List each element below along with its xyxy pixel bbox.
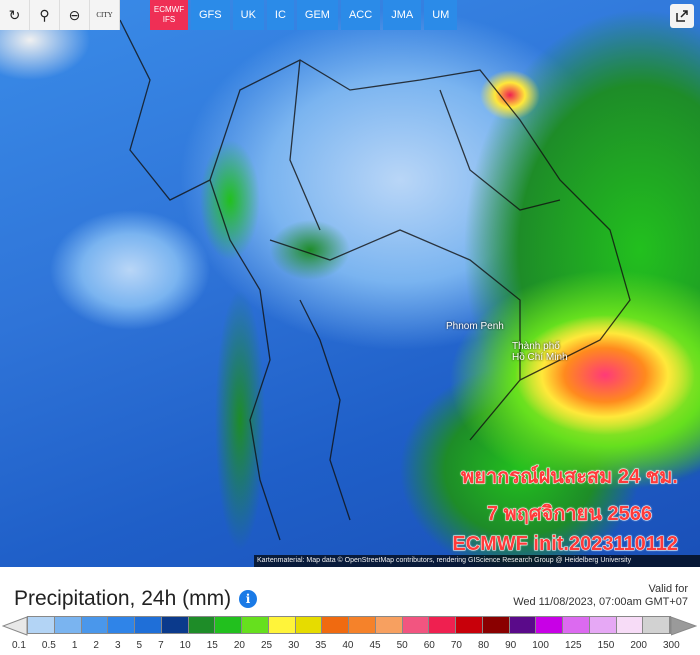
legend-tick: 200 bbox=[630, 640, 647, 651]
model-tab-jma[interactable]: JMA bbox=[383, 0, 422, 30]
legend-tick: 1 bbox=[71, 640, 78, 651]
legend-swatch bbox=[188, 617, 216, 633]
legend-swatch bbox=[589, 617, 617, 633]
legend-tick: 150 bbox=[597, 640, 615, 651]
legend-swatch bbox=[81, 617, 109, 633]
legend-tick: 70 bbox=[450, 640, 462, 651]
legend-tick: 125 bbox=[564, 640, 582, 651]
legend-swatch bbox=[295, 617, 323, 633]
legend-tick: 10 bbox=[179, 640, 191, 651]
legend-tick: 2 bbox=[93, 640, 99, 651]
map-attribution: Kartenmaterial: Map data © OpenStreetMap… bbox=[254, 555, 700, 567]
legend-swatch bbox=[54, 617, 82, 633]
legend-swatch bbox=[161, 617, 189, 633]
precipitation-map[interactable]: ↻ ⚲ ⊖ CITY ECMWF IFS GFS UK IC GEM ACC J… bbox=[0, 0, 700, 567]
model-tab-gfs[interactable]: GFS bbox=[191, 0, 230, 30]
model-tab-gem[interactable]: GEM bbox=[296, 0, 338, 30]
legend-swatch bbox=[563, 617, 590, 633]
legend-tick: 3 bbox=[114, 640, 121, 651]
legend-tick: 7 bbox=[158, 640, 164, 651]
model-tab-uk[interactable]: UK bbox=[232, 0, 264, 30]
legend-swatch bbox=[536, 617, 563, 633]
refresh-icon: ↻ bbox=[8, 6, 21, 23]
info-icon[interactable]: i bbox=[239, 590, 258, 608]
legend-swatch bbox=[456, 617, 483, 633]
city-label: CITY bbox=[96, 11, 113, 19]
legend-tick: 15 bbox=[206, 640, 218, 651]
refresh-button[interactable]: ↻ bbox=[0, 0, 30, 30]
model-tab-acc[interactable]: ACC bbox=[340, 0, 381, 30]
overlay-date: 7 พฤศจิกายน 2566 bbox=[486, 503, 652, 526]
location-button[interactable]: ⚲ bbox=[30, 0, 60, 30]
legend-tick: 100 bbox=[532, 640, 549, 651]
overlay-title: พยากรณ์ฝนสะสม 24 ชม. bbox=[461, 466, 679, 489]
share-button[interactable] bbox=[670, 4, 694, 28]
legend-tick: 300 bbox=[663, 640, 680, 651]
valid-label: Valid for bbox=[648, 583, 688, 595]
valid-time: Valid for Wed 11/08/2023, 07:00am GMT+07 bbox=[513, 583, 688, 609]
city-toggle-button[interactable]: CITY bbox=[90, 0, 120, 30]
overlay-model-init: ECMWF init.2023110112 bbox=[452, 533, 679, 556]
zoom-out-icon: ⊖ bbox=[68, 6, 81, 23]
city-label-phnom-penh: Phnom Penh bbox=[446, 321, 504, 332]
legend-swatch bbox=[108, 617, 135, 633]
legend-title-row: Precipitation, 24h (mm) i bbox=[14, 587, 258, 611]
share-icon bbox=[676, 10, 688, 22]
legend-tick: 60 bbox=[423, 640, 435, 651]
legend-swatch bbox=[268, 617, 296, 633]
borders bbox=[119, 19, 631, 541]
legend-title: Precipitation, 24h (mm) bbox=[14, 587, 232, 610]
model-tab-ic[interactable]: IC bbox=[266, 0, 294, 30]
legend-swatch bbox=[482, 617, 510, 633]
legend-tick: 40 bbox=[342, 640, 354, 651]
legend-tick: 30 bbox=[288, 640, 300, 651]
legend-swatch bbox=[28, 617, 55, 633]
legend-tick: 20 bbox=[233, 640, 245, 651]
model-tabs: ECMWF IFS GFS UK IC GEM ACC JMA UM bbox=[150, 0, 458, 30]
model-tab-ecmwf[interactable]: ECMWF IFS bbox=[150, 0, 188, 30]
location-pin-icon: ⚲ bbox=[39, 6, 50, 23]
legend-swatch bbox=[643, 617, 670, 633]
legend-ticks: 0.1 0.5 1 2 3 5 7 10 15 20 25 30 35 40 45 50 60 70 80 90 100… bbox=[12, 640, 680, 651]
legend-tick: 0.5 bbox=[41, 640, 56, 651]
legend-tick: 45 bbox=[369, 640, 381, 651]
legend-tick: 80 bbox=[478, 640, 490, 651]
city-label-hcm-1: Thành phố bbox=[512, 341, 560, 352]
legend-swatch bbox=[509, 617, 537, 633]
legend-tick: 35 bbox=[315, 640, 327, 651]
legend-swatch bbox=[402, 617, 430, 633]
legend-tick: 50 bbox=[396, 640, 408, 651]
legend-tick: 90 bbox=[505, 640, 517, 651]
model-tab-um[interactable]: UM bbox=[424, 0, 458, 30]
legend-tick: 5 bbox=[136, 640, 143, 651]
zoom-out-button[interactable]: ⊖ bbox=[60, 0, 90, 30]
map-toolbar: ↻ ⚲ ⊖ CITY bbox=[0, 0, 120, 30]
legend-swatch bbox=[242, 617, 269, 633]
legend-swatch bbox=[349, 617, 376, 633]
legend-swatch bbox=[616, 617, 644, 633]
legend-under-arrow bbox=[2, 616, 28, 636]
legend-over-arrow bbox=[671, 616, 697, 636]
legend-swatch bbox=[135, 617, 162, 633]
legend-swatch bbox=[322, 617, 349, 633]
legend-swatch bbox=[215, 617, 242, 633]
legend-color-bar bbox=[27, 616, 671, 634]
city-label-hcm-2: Hồ Chí Minh bbox=[512, 352, 568, 363]
valid-datetime: Wed 11/08/2023, 07:00am GMT+07 bbox=[513, 596, 688, 608]
legend-tick: 0.1 bbox=[12, 640, 26, 651]
legend-swatch bbox=[375, 617, 403, 633]
legend-swatch bbox=[429, 617, 456, 633]
legend-tick: 25 bbox=[261, 640, 273, 651]
